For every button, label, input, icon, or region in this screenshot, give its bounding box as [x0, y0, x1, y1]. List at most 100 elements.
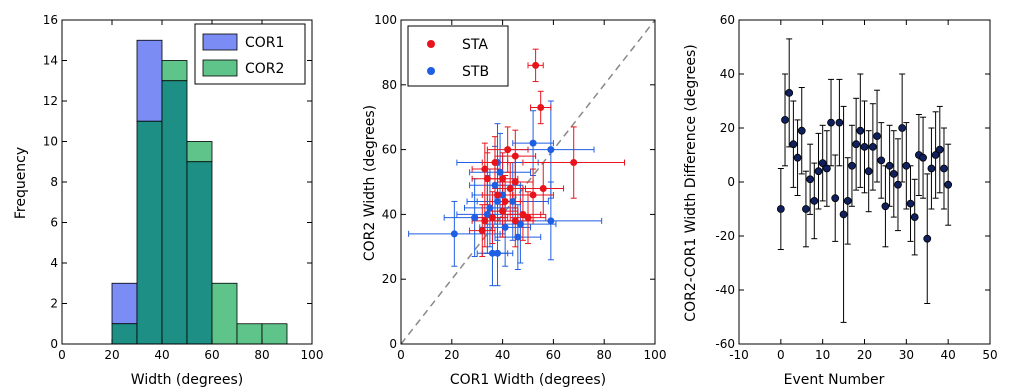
difference-plot-area [776, 38, 953, 323]
data-point-sta [537, 103, 545, 111]
difference-y-tick-label: -60 [715, 337, 735, 351]
width-scatter-x-tick-label: 0 [397, 348, 405, 362]
histogram-legend: COR1 COR2 [194, 23, 306, 85]
legend-swatch-cor2 [202, 59, 238, 77]
data-point-stb [494, 249, 502, 257]
histogram-y-tick-label: 14 [43, 54, 58, 68]
data-point-sta [501, 197, 509, 205]
difference-x-tick-label: 30 [899, 348, 914, 362]
difference-y-tick-label: 20 [720, 121, 735, 135]
data-point-sta [481, 165, 489, 173]
histogram-bar-cor1 [111, 282, 138, 325]
width-scatter-y-tick-label: 100 [374, 13, 397, 27]
difference-data-point [776, 205, 785, 213]
data-point-sta [506, 184, 514, 192]
legend-label-cor2: COR2 [245, 61, 284, 77]
difference-data-point [785, 89, 794, 97]
legend-label-sta: STA [462, 37, 488, 53]
difference-panel: -10 0 10 20 30 40 50 -60 -40 -20 0 20 40 60 Event Num… [683, 13, 998, 388]
difference-data-point [856, 126, 865, 135]
data-point-sta [481, 217, 489, 225]
difference-axes: -10 0 10 20 30 40 50 -60 -40 -20 0 20 40 60 [715, 13, 997, 362]
difference-data-point [852, 140, 861, 149]
difference-data-point [835, 118, 844, 127]
width-scatter-x-axis-label: COR1 Width (degrees) [450, 372, 606, 388]
width-scatter-x-tick-label: 100 [644, 348, 667, 362]
difference-y-axis-label: COR2-COR1 Width Difference (degrees) [683, 44, 699, 321]
difference-y-tick-label: 60 [720, 13, 735, 27]
data-point-sta [524, 214, 532, 222]
histogram-y-tick-label: 16 [43, 13, 58, 27]
data-point-sta [478, 227, 486, 235]
histogram-y-tick-label: 2 [50, 297, 58, 311]
data-point-stb [509, 197, 517, 205]
data-point-stb [450, 230, 458, 238]
data-point-sta [519, 210, 527, 218]
difference-data-point [848, 161, 856, 170]
difference-x-axis-label: Event Number [784, 372, 885, 388]
histogram-panel: 0 20 40 60 80 100 0 2 4 6 8 10 12 14 16 Width (degrees… [13, 13, 323, 388]
data-point-stb [491, 181, 499, 189]
data-point-sta [504, 146, 512, 154]
width-scatter-y-tick-label: 60 [382, 143, 397, 157]
difference-y-tick-label: 0 [727, 175, 735, 189]
data-point-sta [511, 217, 519, 225]
data-point-stb [486, 204, 494, 212]
difference-data-point [802, 205, 810, 213]
data-point-sta [529, 191, 537, 199]
difference-data-point [781, 116, 789, 124]
width-scatter-x-tick-label: 80 [597, 348, 612, 362]
difference-data-point [793, 153, 802, 162]
difference-x-tick-label: 0 [777, 348, 785, 362]
difference-data-point [931, 151, 940, 159]
difference-data-point [910, 213, 919, 222]
histogram-x-tick-label: 60 [204, 348, 219, 362]
histogram-x-axis-label: Width (degrees) [131, 372, 243, 388]
width-scatter-y-axis-label: COR2 Width (degrees) [362, 105, 378, 261]
difference-y-tick-label: -40 [715, 283, 735, 297]
histogram-bar-cor2 [261, 323, 288, 345]
width-scatter-plot-area [400, 19, 656, 345]
data-point-sta [499, 207, 507, 215]
data-point-sta [539, 184, 547, 192]
data-point-sta [532, 61, 540, 69]
width-scatter-panel: 0 20 40 60 80 100 0 20 40 60 80 100 COR1 Width (deg… [362, 13, 666, 388]
difference-data-point [885, 161, 894, 170]
difference-data-point [873, 132, 881, 141]
histogram-y-tick-label: 10 [43, 135, 58, 149]
difference-data-point [927, 164, 936, 173]
difference-data-point [868, 142, 877, 151]
data-point-sta [570, 159, 578, 167]
data-point-sta [494, 191, 502, 199]
histogram-x-tick-label: 100 [301, 348, 324, 362]
difference-data-point [864, 167, 873, 176]
histogram-bar-cor2 [211, 282, 238, 345]
data-point-sta [499, 175, 507, 183]
width-scatter-y-tick-label: 80 [382, 78, 397, 92]
data-point-stb [499, 191, 507, 199]
histogram-x-tick-label: 80 [254, 348, 269, 362]
histogram-x-tick-label: 20 [104, 348, 119, 362]
difference-data-point [860, 142, 869, 151]
histogram-y-tick-label: 4 [50, 256, 58, 270]
width-scatter-axes: 0 20 40 60 80 100 0 20 40 60 80 100 [374, 13, 666, 362]
difference-data-point [839, 210, 848, 219]
difference-data-point [806, 175, 815, 184]
width-scatter-y-tick-label: 40 [382, 207, 397, 221]
histogram-bar-overlap [136, 120, 163, 345]
histogram-y-tick-label: 0 [50, 337, 58, 351]
legend-swatch-cor1 [202, 33, 238, 51]
histogram-bar-cor1 [136, 39, 163, 122]
difference-data-point [902, 161, 911, 170]
histogram-bar-cor2 [186, 141, 213, 163]
histogram-bar-overlap [161, 80, 188, 345]
legend-label-cor1: COR1 [245, 35, 284, 51]
difference-data-point [906, 199, 915, 208]
width-scatter-x-tick-label: 40 [495, 348, 510, 362]
histogram-bar-overlap [111, 323, 138, 345]
histogram-y-tick-label: 8 [50, 175, 58, 189]
width-scatter-axes-frame [400, 19, 656, 345]
data-point-stb [483, 210, 491, 218]
difference-data-point [944, 180, 953, 189]
width-scatter-x-tick-label: 20 [444, 348, 459, 362]
